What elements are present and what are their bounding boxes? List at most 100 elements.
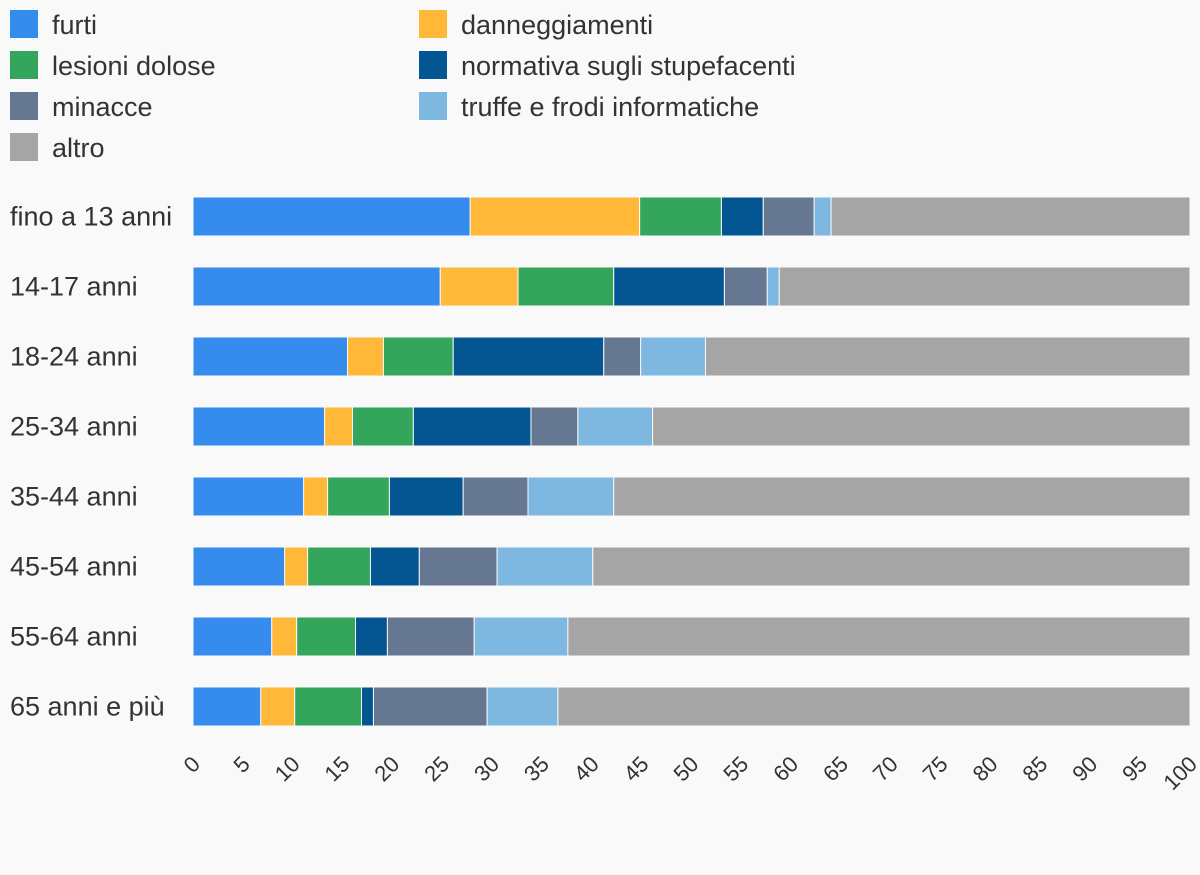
- category-labels: fino a 13 anni 14-17 anni 18-24 anni 25-34 …: [10, 202, 172, 722]
- x-tick-label: 20: [369, 751, 404, 786]
- x-tick-label: 50: [668, 751, 703, 786]
- x-tick-label: 70: [868, 751, 903, 786]
- x-tick-label: 55: [718, 751, 753, 786]
- x-axis: 0 5 10 15 20 25 30 35 40 45 50 55 60 65 70 75 80 85 90 95 10…: [179, 751, 1200, 795]
- bar-segment: [613, 266, 725, 307]
- bar-segment: [517, 266, 615, 307]
- legend-label: minacce: [52, 92, 153, 122]
- bar-segment: [762, 196, 815, 237]
- bar-segment: [192, 406, 326, 447]
- bar-segment: [473, 616, 569, 657]
- bars: [192, 196, 1191, 727]
- bar-segment: [260, 686, 296, 727]
- bar-segment: [192, 266, 441, 307]
- legend-item: normativa sugli stupefacenti: [419, 51, 796, 81]
- bar-segment: [192, 686, 262, 727]
- legend-item: lesioni dolose: [10, 51, 216, 81]
- legend-item: truffe e frodi informatiche: [419, 92, 759, 122]
- bar-segment: [527, 476, 615, 517]
- bar-segment: [469, 196, 641, 237]
- bar-segment: [778, 266, 1191, 307]
- x-tick-label: 85: [1017, 751, 1052, 786]
- bar-segment: [369, 546, 420, 587]
- bar-segment: [347, 336, 384, 377]
- category-label: 14-17 anni: [10, 272, 138, 302]
- legend-swatch: [10, 133, 38, 161]
- bar-segment: [307, 546, 371, 587]
- bar-segment: [388, 476, 464, 517]
- bar-segment: [439, 266, 519, 307]
- x-tick-label: 40: [569, 751, 604, 786]
- x-tick-label: 75: [918, 751, 953, 786]
- bar-segment: [192, 476, 305, 517]
- x-tick-label: 15: [320, 751, 355, 786]
- x-tick-label: 95: [1117, 751, 1152, 786]
- bar-segment: [360, 686, 374, 727]
- bar-segment: [830, 196, 1191, 237]
- legend-swatch: [419, 51, 447, 79]
- bar-row: [192, 476, 1191, 517]
- bar-segment: [452, 336, 605, 377]
- legend-swatch: [10, 92, 38, 120]
- category-label: 35-44 anni: [10, 482, 138, 512]
- legend-label: danneggiamenti: [461, 10, 653, 40]
- bar-segment: [352, 406, 414, 447]
- x-tick-label: 60: [768, 751, 803, 786]
- bar-segment: [530, 406, 579, 447]
- bar-segment: [720, 196, 764, 237]
- category-label: 45-54 anni: [10, 552, 138, 582]
- legend-label: normativa sugli stupefacenti: [461, 51, 796, 81]
- x-tick-label: 25: [419, 751, 454, 786]
- bar-row: [192, 546, 1191, 587]
- category-label: 25-34 anni: [10, 412, 138, 442]
- legend-swatch: [10, 10, 38, 38]
- legend-label: furti: [52, 10, 97, 40]
- bar-segment: [613, 476, 1191, 517]
- bar-segment: [418, 546, 498, 587]
- bar-segment: [486, 686, 559, 727]
- bar-segment: [294, 686, 362, 727]
- legend-swatch: [419, 10, 447, 38]
- legend-label: truffe e frodi informatiche: [461, 92, 759, 122]
- bar-segment: [577, 406, 654, 447]
- legend-swatch: [10, 51, 38, 79]
- bar-segment: [303, 476, 329, 517]
- legend-item: minacce: [10, 92, 153, 122]
- bar-segment: [271, 616, 298, 657]
- bar-segment: [324, 406, 354, 447]
- category-label: 65 anni e più: [10, 692, 165, 722]
- bar-segment: [386, 616, 475, 657]
- x-tick-label: 65: [818, 751, 853, 786]
- category-label: 18-24 anni: [10, 342, 138, 372]
- bar-segment: [813, 196, 832, 237]
- bar-segment: [652, 406, 1191, 447]
- legend-label: altro: [52, 133, 105, 163]
- bar-segment: [372, 686, 488, 727]
- legend-label: lesioni dolose: [52, 51, 216, 81]
- bar-segment: [592, 546, 1191, 587]
- x-tick-label: 100: [1158, 751, 1200, 795]
- x-tick-label: 5: [228, 751, 254, 777]
- bar-segment: [639, 196, 722, 237]
- x-tick-label: 10: [270, 751, 305, 786]
- legend: furti danneggiamenti lesioni dolose normati…: [10, 10, 796, 163]
- bar-row: [192, 336, 1191, 377]
- legend-item: danneggiamenti: [419, 10, 653, 40]
- x-tick-label: 45: [619, 751, 654, 786]
- bar-segment: [382, 336, 454, 377]
- bar-segment: [355, 616, 388, 657]
- x-tick-label: 0: [179, 751, 205, 777]
- bar-segment: [603, 336, 642, 377]
- bar-segment: [567, 616, 1191, 657]
- bar-segment: [640, 336, 706, 377]
- bar-row: [192, 196, 1191, 237]
- legend-swatch: [419, 92, 447, 120]
- legend-item: altro: [10, 133, 105, 163]
- bar-segment: [192, 336, 349, 377]
- bar-segment: [284, 546, 309, 587]
- category-label: fino a 13 anni: [10, 202, 172, 232]
- bar-segment: [462, 476, 529, 517]
- bar-segment: [766, 266, 780, 307]
- bar-row: [192, 266, 1191, 307]
